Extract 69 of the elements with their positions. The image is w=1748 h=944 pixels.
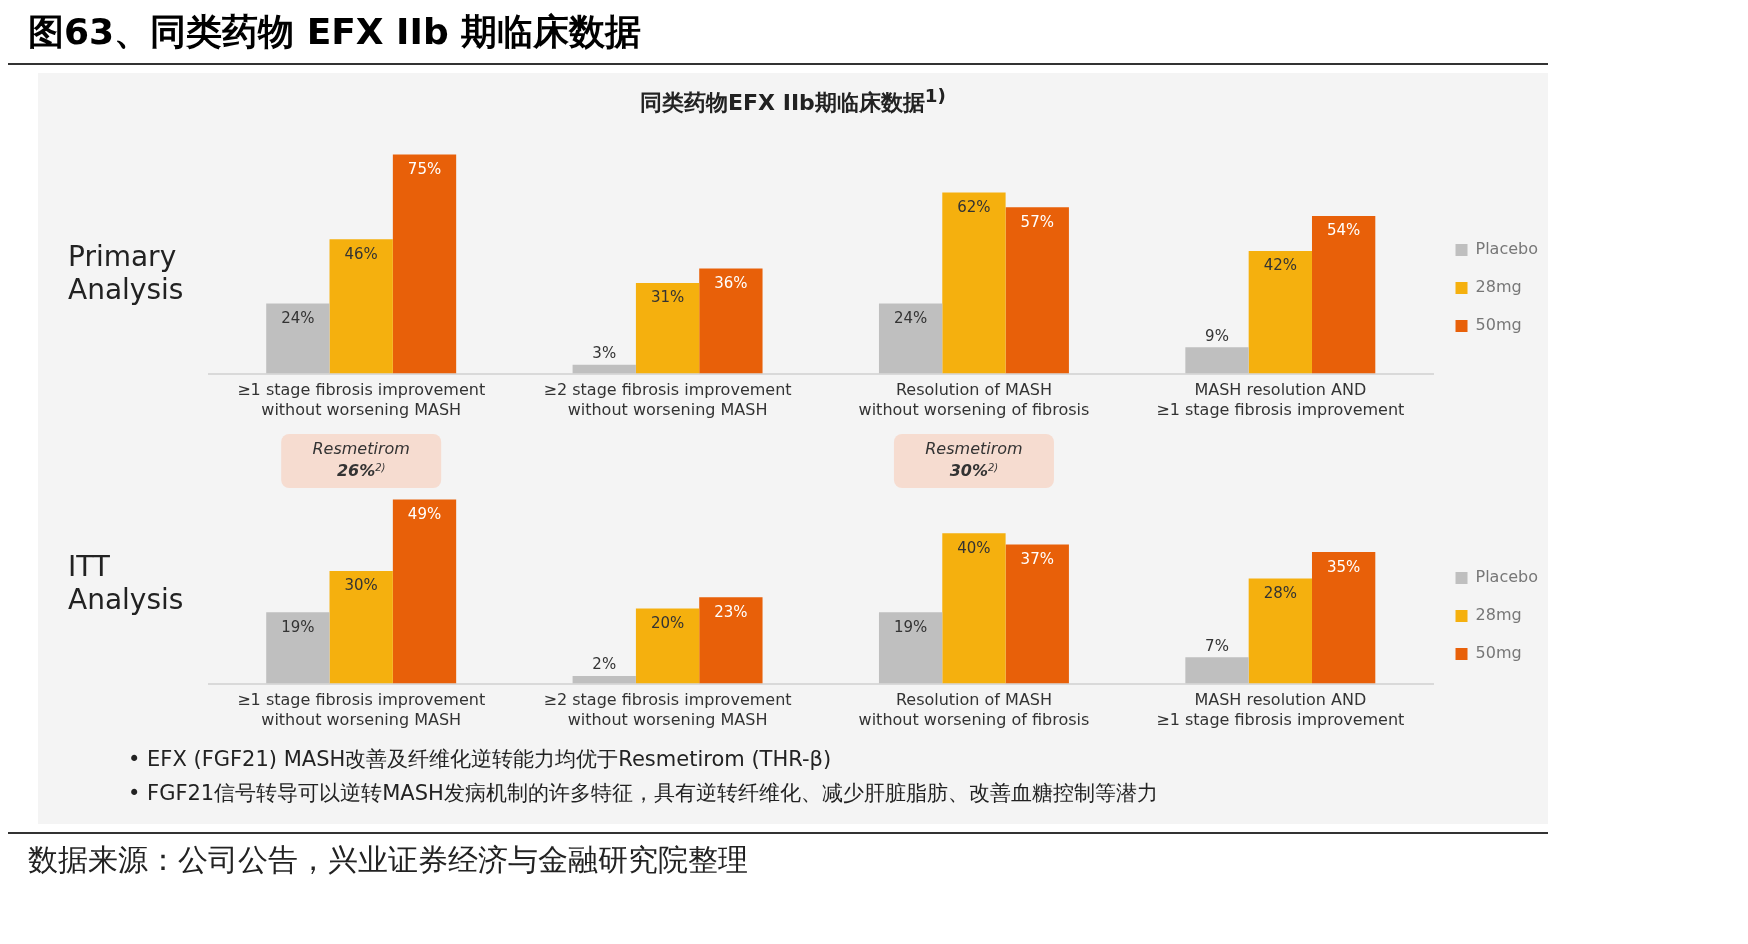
data-label: 46% (344, 244, 378, 263)
data-label: 19% (281, 617, 315, 636)
data-label: 75% (407, 160, 442, 179)
bar (878, 612, 943, 684)
data-label: 30% (344, 576, 378, 595)
bar (699, 597, 763, 684)
legend-label: 28mg (1475, 277, 1522, 297)
legend-label: 50mg (1475, 643, 1522, 663)
legend-label: Placebo (1475, 567, 1538, 587)
x-tick-label: ≥1 stage fibrosis improvement without worsening MASH (237, 380, 486, 419)
data-label: 24% (281, 309, 315, 328)
y-axis-title: Primary Analysis (67, 240, 185, 307)
data-label: 24% (893, 309, 928, 328)
data-label: 36% (714, 274, 748, 293)
legend-label: Placebo (1475, 239, 1538, 259)
x-tick-label: ≥2 stage fibrosis improvement without worsening MASH (543, 690, 792, 729)
bar (329, 239, 393, 374)
legend-label: 28mg (1475, 605, 1522, 625)
bar (266, 303, 330, 374)
bar (635, 283, 700, 374)
data-label: 37% (1020, 550, 1054, 569)
bar (1185, 347, 1249, 374)
bar (329, 571, 393, 684)
x-tick-label: ≥2 stage fibrosis improvement without worsening MASH (543, 380, 792, 419)
data-label: 49% (407, 505, 442, 524)
bar (266, 612, 330, 684)
bar (1005, 544, 1069, 684)
legend-label: 50mg (1475, 315, 1522, 335)
data-label: 2% (592, 655, 617, 674)
data-label: 42% (1263, 256, 1297, 275)
data-label: 3% (592, 344, 617, 363)
data-label: 62% (957, 198, 991, 217)
x-tick-label: Resolution of MASH without worsening of fibrosis (858, 380, 1090, 419)
data-label: 35% (1326, 557, 1361, 576)
data-label: 20% (650, 614, 685, 633)
data-label: 19% (893, 617, 928, 636)
bar (1311, 216, 1376, 374)
bar (635, 608, 700, 684)
bar (699, 268, 763, 374)
data-label: 23% (714, 602, 748, 621)
x-tick-label: MASH resolution AND ≥1 stage fibrosis improvement (1156, 380, 1405, 419)
data-label: 57% (1020, 212, 1054, 231)
data-label: 7% (1205, 637, 1229, 656)
x-tick-label: ≥1 stage fibrosis improvement without worsening MASH (237, 690, 486, 729)
bar (1005, 207, 1069, 374)
data-label: 31% (650, 288, 685, 307)
bar (392, 154, 457, 374)
y-axis-title: ITT Analysis (67, 550, 185, 617)
text: • EFX (FGF21) MASH改善及纤维化逆转能力均优于Resmetirom (THR-β) (128, 746, 833, 774)
bar (878, 303, 943, 374)
bar (572, 676, 636, 684)
bar (942, 192, 1006, 374)
x-tick-label: MASH resolution AND ≥1 stage fibrosis improvement (1156, 690, 1405, 729)
bar (1311, 552, 1376, 684)
bar (1248, 251, 1312, 374)
bar (1248, 578, 1312, 684)
bar (942, 533, 1006, 684)
text: • FGF21信号转导可以逆转MASH发病机制的许多特征，具有逆转纤维化、减少肝脏脂肪、改善血糖控制等潜力 (128, 780, 1159, 808)
data-label: 54% (1326, 221, 1361, 240)
x-tick-label: Resolution of MASH without worsening of fibrosis (858, 690, 1090, 729)
bar (1185, 657, 1249, 684)
data-label: 28% (1263, 584, 1297, 603)
bar (392, 499, 457, 684)
chart-title: 图63、同类药物 EFX IIb 期临床数据 (8, 8, 1548, 65)
chart-subtitle: 同类药物EFX IIb期临床数据$^{1)}$ (639, 85, 947, 118)
data-label: 40% (957, 539, 991, 558)
source-note: 数据来源：公司公告，兴业证券经济与金融研究院整理 (8, 832, 1548, 882)
bar (572, 365, 636, 374)
data-label: 9% (1205, 327, 1229, 346)
